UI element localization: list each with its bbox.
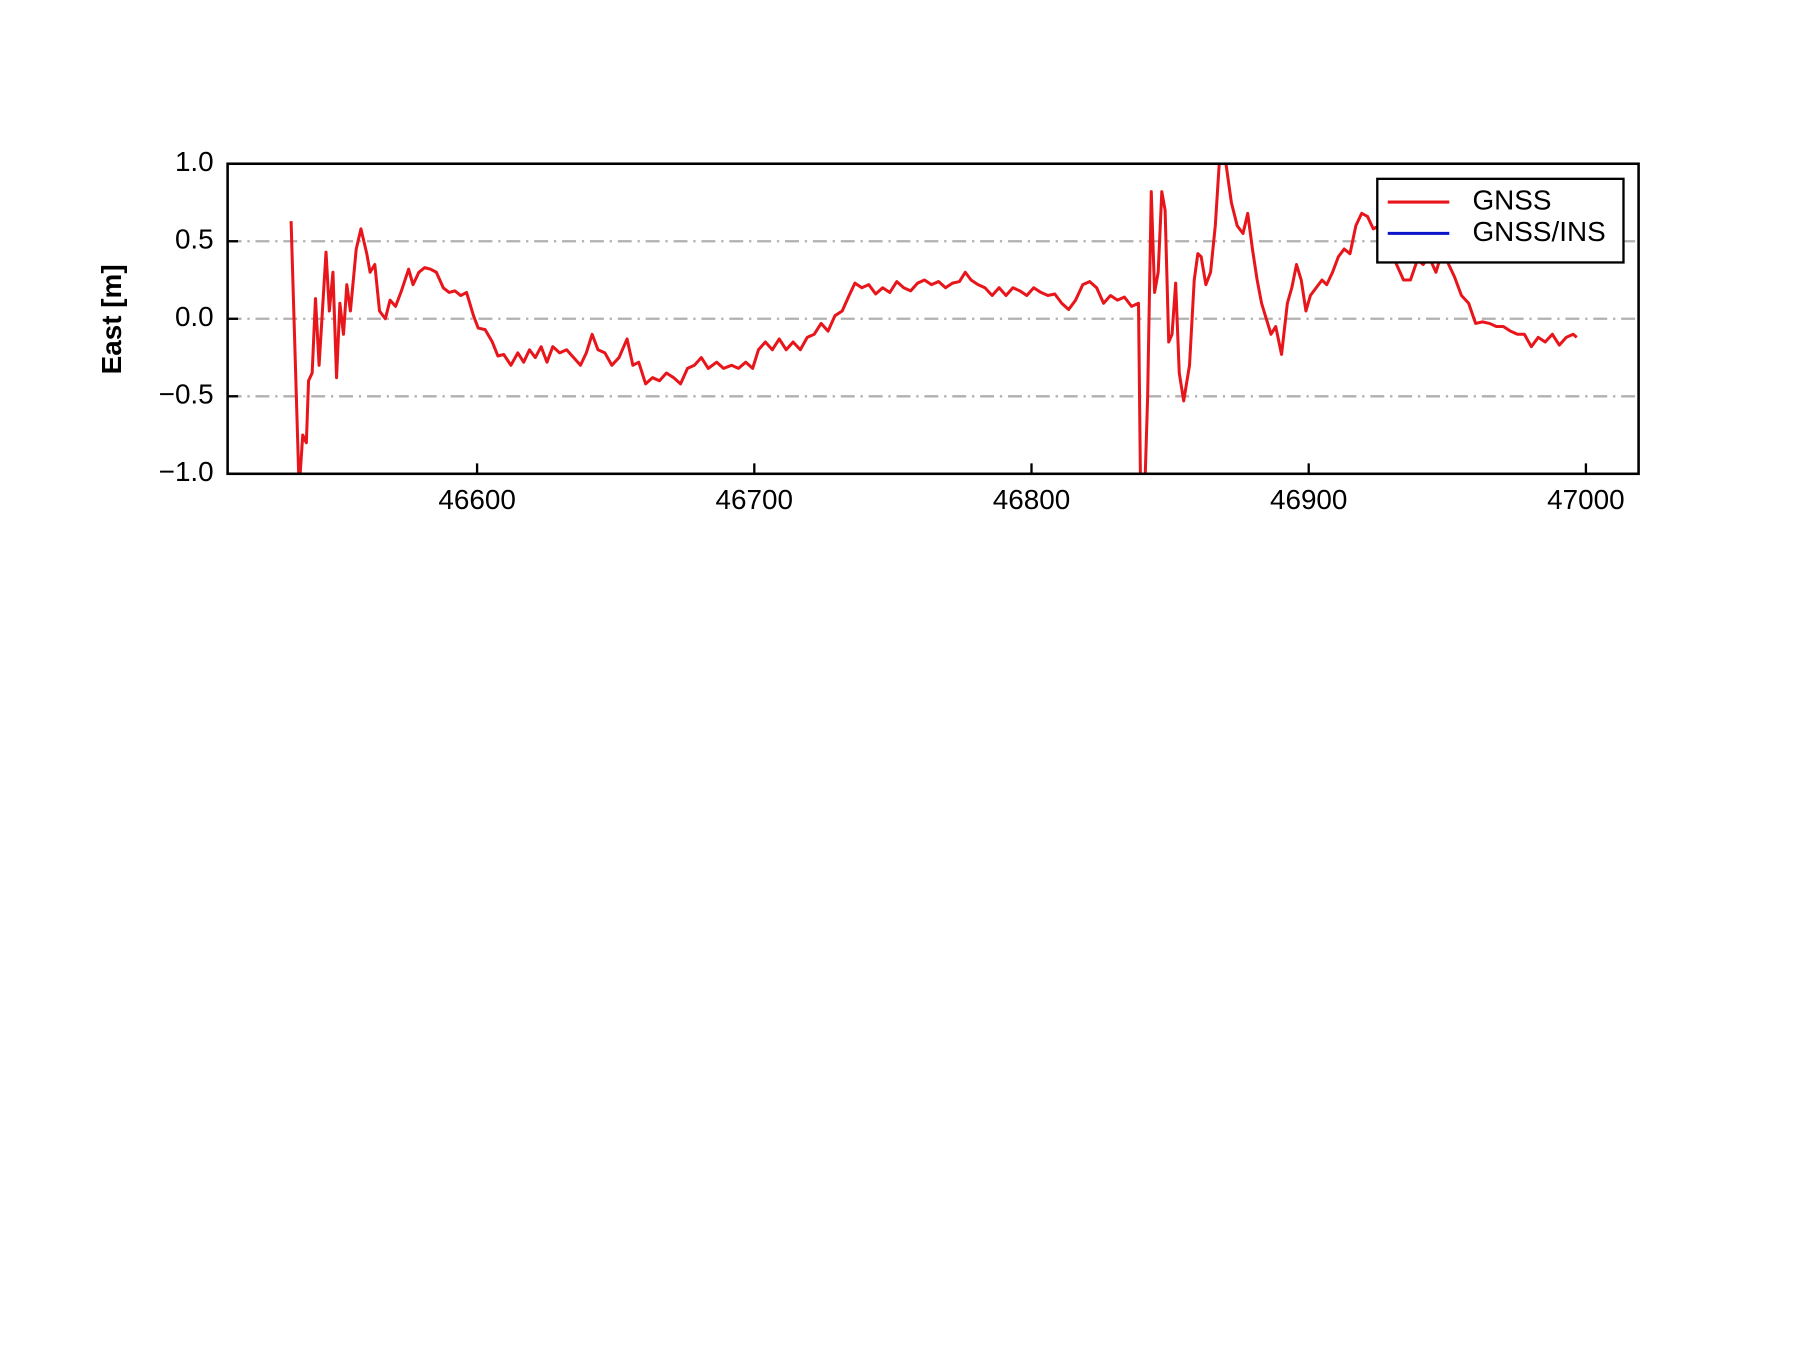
legend-box [1376,177,1625,264]
tick-layer: −1.0 −0.5 0.0 0.5 1.0 46600 46700 46800 46900 470… [159,146,1625,515]
x-tick-label: 46600 [438,484,515,515]
y-tick-label: −0.5 [159,379,214,410]
x-tick-label: 46900 [1270,484,1347,515]
y-tick-label: 1.0 [175,146,214,177]
y-tick-label: −1.0 [159,456,214,487]
y-axis-label: East [m] [96,264,127,374]
data-line [289,163,1578,474]
x-tick-label: 46700 [716,484,793,515]
legend-label: GNSS/INS [1473,216,1606,247]
plot-area [289,163,1578,474]
y-tick-label: 0.0 [175,301,214,332]
legend-label: GNSS [1473,184,1552,215]
x-tick-label: 46800 [993,484,1070,515]
x-tick-label: 47000 [1547,484,1624,515]
y-tick-label: 0.5 [175,224,214,255]
